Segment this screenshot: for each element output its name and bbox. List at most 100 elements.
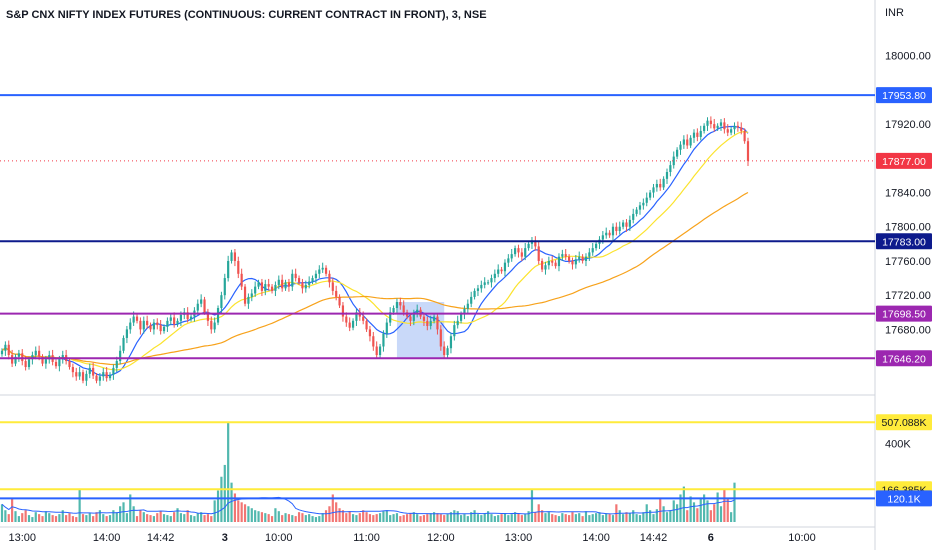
time-tick-label: 10:00	[788, 532, 816, 544]
volume-bar	[443, 515, 446, 522]
line-price-label: 17783.00	[882, 236, 926, 248]
candle-body	[149, 325, 152, 330]
candle-body	[551, 260, 554, 263]
candle-body	[490, 278, 493, 283]
volume-bar	[507, 515, 510, 522]
candle-body	[119, 350, 122, 362]
volume-bar	[618, 510, 621, 522]
volume-bar	[649, 510, 652, 522]
line-price-label: 17646.20	[882, 353, 926, 365]
line-price-tag	[876, 414, 932, 431]
candle-body	[58, 359, 61, 367]
volume-bar	[186, 510, 189, 522]
line-price-label: 507.088K	[882, 417, 927, 429]
line-price-tag	[876, 233, 932, 250]
candle-body	[726, 129, 729, 133]
candle-body	[422, 316, 426, 321]
candle-body	[301, 282, 304, 289]
candle-body	[4, 344, 7, 351]
candle-body	[105, 372, 108, 379]
candle-body	[125, 329, 128, 338]
volume-bar	[132, 506, 135, 522]
candle-body	[372, 336, 375, 347]
candle-body	[102, 372, 105, 377]
candle-body	[486, 282, 490, 284]
volume-bar	[14, 511, 17, 522]
volume-bar	[628, 513, 631, 522]
volume-bar	[230, 482, 233, 522]
candle-body	[500, 269, 503, 272]
volume-bar	[584, 511, 588, 522]
volume-bar	[48, 513, 51, 522]
volume-bar	[510, 514, 513, 522]
candle-body	[41, 356, 44, 364]
candle-body	[132, 316, 135, 323]
volume-bar	[399, 516, 402, 522]
volume-bar	[372, 515, 375, 522]
volume-bar	[142, 512, 145, 522]
candle-body	[513, 248, 517, 255]
volume-bar	[247, 506, 250, 522]
candle-body	[385, 322, 388, 334]
volume-bar	[297, 512, 301, 522]
volume-bar	[375, 514, 378, 522]
volume-bar	[149, 515, 152, 522]
volume-bar	[706, 500, 709, 522]
volume-bar	[183, 514, 186, 522]
candle-body	[578, 256, 581, 260]
candle-body	[318, 269, 321, 274]
candle-body	[382, 333, 385, 347]
candle-body	[115, 361, 118, 368]
candle-body	[669, 165, 672, 172]
volume-bar	[625, 512, 628, 522]
candle-body	[220, 295, 223, 309]
volume-bar	[503, 513, 507, 522]
volume-bar	[78, 488, 81, 522]
candle-body	[338, 296, 341, 306]
volume-bar	[311, 516, 314, 522]
volume-bar	[470, 512, 473, 522]
volume-tick-label: 400K	[885, 438, 911, 450]
time-tick-label: 11:00	[353, 532, 380, 544]
volume-bar	[345, 513, 348, 522]
volume-bar	[669, 510, 672, 522]
candle-body	[470, 296, 473, 304]
volume-bar	[520, 515, 523, 522]
volume-bar	[220, 476, 223, 522]
volume-bar	[686, 510, 689, 522]
candle-body	[156, 322, 159, 326]
volume-bar	[513, 512, 517, 522]
volume-bar	[574, 514, 577, 522]
volume-bar	[500, 514, 503, 522]
volume-bar	[54, 516, 58, 522]
candle-body	[429, 320, 432, 326]
candle-body	[591, 248, 594, 253]
volume-bar	[713, 504, 716, 522]
candle-body	[308, 281, 311, 285]
volume-bar	[176, 508, 179, 522]
line-price-label: 17953.80	[882, 90, 926, 102]
volume-bar	[564, 514, 567, 522]
volume-bar	[703, 494, 706, 522]
volume-bar	[581, 516, 584, 522]
candle-body	[291, 273, 294, 287]
candle-body	[243, 286, 247, 304]
volume-bar	[44, 511, 47, 522]
candle-body	[520, 252, 523, 257]
volume-bar	[257, 511, 260, 522]
volume-bar	[264, 513, 267, 522]
volume-bar	[483, 513, 486, 522]
candle-body	[75, 372, 78, 377]
candle-body	[733, 125, 736, 130]
volume-bar	[699, 498, 702, 522]
candle-body	[257, 282, 260, 287]
volume-bar	[243, 504, 247, 522]
time-tick-label: 14:00	[582, 532, 610, 544]
volume-bar	[578, 513, 581, 522]
candle-body	[189, 316, 193, 320]
line-price-tag	[876, 87, 932, 104]
candle-body	[483, 282, 486, 285]
volume-bar	[463, 514, 466, 522]
volume-bar	[115, 512, 118, 522]
